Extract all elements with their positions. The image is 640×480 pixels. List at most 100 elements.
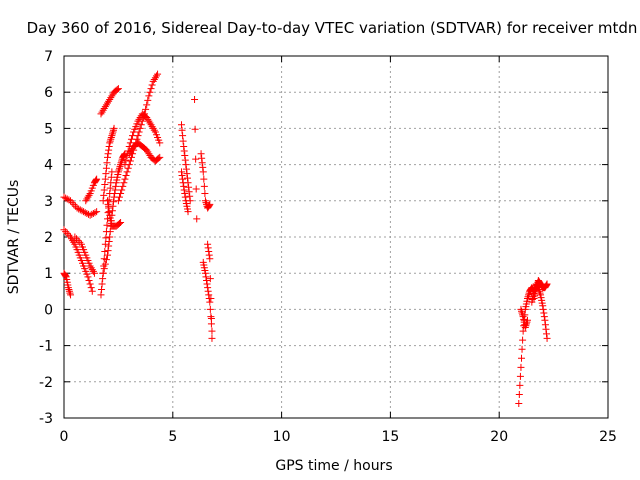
data-point bbox=[103, 221, 111, 229]
y-tick-label: -1 bbox=[39, 339, 53, 355]
data-point bbox=[192, 155, 200, 163]
data-point bbox=[535, 287, 543, 295]
data-point bbox=[105, 196, 113, 204]
data-point bbox=[134, 117, 142, 125]
y-tick-label: 4 bbox=[44, 158, 53, 174]
data-point bbox=[88, 210, 96, 218]
series-gap-5 bbox=[199, 258, 216, 335]
data-point bbox=[122, 171, 130, 179]
data-point bbox=[145, 150, 153, 158]
data-point bbox=[67, 197, 75, 205]
data-point bbox=[105, 204, 113, 212]
data-point bbox=[519, 327, 527, 335]
data-point bbox=[142, 105, 150, 113]
data-point bbox=[114, 85, 122, 93]
data-point bbox=[200, 182, 208, 190]
data-point bbox=[180, 182, 188, 190]
data-point bbox=[204, 284, 212, 292]
data-point bbox=[518, 354, 526, 362]
data-point bbox=[119, 182, 127, 190]
y-tick-label: 7 bbox=[44, 49, 53, 65]
data-point bbox=[84, 273, 92, 281]
data-point bbox=[110, 198, 118, 206]
data-point bbox=[149, 124, 157, 132]
data-point bbox=[146, 119, 154, 127]
chart-title: Day 360 of 2016, Sidereal Day-to-day VTE… bbox=[27, 19, 638, 37]
data-point bbox=[89, 209, 97, 217]
data-point bbox=[179, 132, 187, 140]
data-point bbox=[206, 275, 214, 283]
data-point bbox=[99, 275, 107, 283]
data-point bbox=[199, 163, 207, 171]
data-point bbox=[543, 334, 551, 342]
data-point bbox=[66, 289, 74, 297]
data-point bbox=[106, 184, 114, 192]
series-late-2 bbox=[517, 305, 531, 331]
data-point bbox=[178, 171, 186, 179]
data-point bbox=[148, 123, 156, 131]
series-gap-3 bbox=[191, 95, 201, 223]
data-point bbox=[150, 76, 158, 84]
data-point bbox=[73, 204, 81, 212]
data-point bbox=[185, 183, 193, 191]
data-point bbox=[192, 185, 200, 193]
data-point bbox=[127, 153, 135, 161]
data-point bbox=[100, 265, 108, 273]
data-point bbox=[186, 192, 194, 200]
data-point bbox=[115, 166, 123, 174]
data-point bbox=[102, 164, 110, 172]
data-point bbox=[143, 114, 151, 122]
data-point bbox=[102, 234, 110, 242]
data-point bbox=[101, 181, 109, 189]
series-peak-3 bbox=[125, 139, 164, 165]
x-tick-label: 0 bbox=[60, 429, 69, 445]
data-point bbox=[516, 372, 524, 380]
data-point bbox=[74, 237, 82, 245]
data-point bbox=[99, 269, 107, 277]
data-point bbox=[102, 256, 110, 264]
data-point bbox=[101, 247, 109, 255]
data-point bbox=[61, 271, 69, 279]
data-point bbox=[183, 170, 191, 178]
data-point bbox=[97, 110, 105, 118]
data-point bbox=[178, 126, 186, 134]
data-point bbox=[64, 284, 72, 292]
data-point bbox=[108, 92, 116, 100]
data-point bbox=[65, 231, 73, 239]
data-point bbox=[125, 150, 133, 158]
data-point bbox=[179, 137, 187, 145]
data-point bbox=[146, 88, 154, 96]
data-point bbox=[178, 168, 186, 176]
data-point bbox=[115, 193, 123, 201]
data-points bbox=[60, 70, 551, 408]
data-point bbox=[199, 168, 207, 176]
data-point bbox=[122, 156, 130, 164]
data-point bbox=[191, 95, 199, 103]
data-point bbox=[105, 238, 113, 246]
data-point bbox=[102, 101, 110, 109]
data-point bbox=[84, 193, 92, 201]
data-point bbox=[151, 74, 159, 82]
data-point bbox=[93, 208, 101, 216]
data-point bbox=[137, 121, 145, 129]
series-gap-2 bbox=[178, 168, 192, 216]
x-tick-label: 25 bbox=[599, 429, 617, 445]
data-point bbox=[109, 128, 117, 136]
data-point bbox=[114, 168, 122, 176]
data-point bbox=[543, 280, 551, 288]
data-point bbox=[182, 165, 190, 173]
data-point bbox=[113, 85, 121, 93]
data-point bbox=[205, 201, 213, 209]
data-point bbox=[86, 280, 94, 288]
y-tick-label: 1 bbox=[44, 266, 53, 282]
data-point bbox=[515, 390, 523, 398]
data-point bbox=[65, 285, 73, 293]
series-late-3 bbox=[528, 280, 551, 342]
data-point bbox=[104, 247, 112, 255]
data-point bbox=[539, 305, 547, 313]
series-gap-6 bbox=[204, 240, 216, 342]
data-point bbox=[206, 200, 214, 208]
data-point bbox=[181, 190, 189, 198]
data-point bbox=[204, 287, 212, 295]
data-point bbox=[523, 316, 531, 324]
